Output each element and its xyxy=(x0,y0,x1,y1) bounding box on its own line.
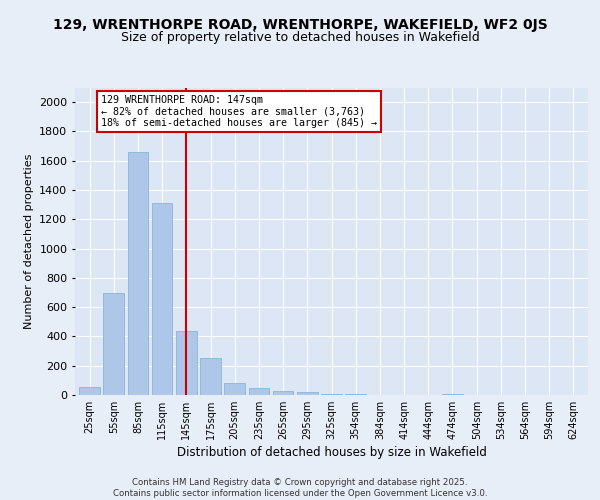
Bar xyxy=(152,203,172,395)
Y-axis label: Number of detached properties: Number of detached properties xyxy=(23,154,34,329)
Bar xyxy=(442,394,463,395)
Text: Contains HM Land Registry data © Crown copyright and database right 2025.
Contai: Contains HM Land Registry data © Crown c… xyxy=(113,478,487,498)
Bar xyxy=(224,382,245,395)
Bar xyxy=(128,152,148,395)
Text: Size of property relative to detached houses in Wakefield: Size of property relative to detached ho… xyxy=(121,31,479,44)
Bar xyxy=(346,394,366,395)
Bar xyxy=(200,358,221,395)
Bar xyxy=(248,388,269,395)
Bar xyxy=(273,392,293,395)
Bar xyxy=(79,387,100,395)
Bar xyxy=(176,332,197,395)
Bar xyxy=(103,292,124,395)
Text: 129, WRENTHORPE ROAD, WRENTHORPE, WAKEFIELD, WF2 0JS: 129, WRENTHORPE ROAD, WRENTHORPE, WAKEFI… xyxy=(53,18,547,32)
Text: 129 WRENTHORPE ROAD: 147sqm
← 82% of detached houses are smaller (3,763)
18% of : 129 WRENTHORPE ROAD: 147sqm ← 82% of det… xyxy=(101,95,377,128)
Bar xyxy=(297,392,317,395)
X-axis label: Distribution of detached houses by size in Wakefield: Distribution of detached houses by size … xyxy=(176,446,487,459)
Bar xyxy=(321,394,342,395)
